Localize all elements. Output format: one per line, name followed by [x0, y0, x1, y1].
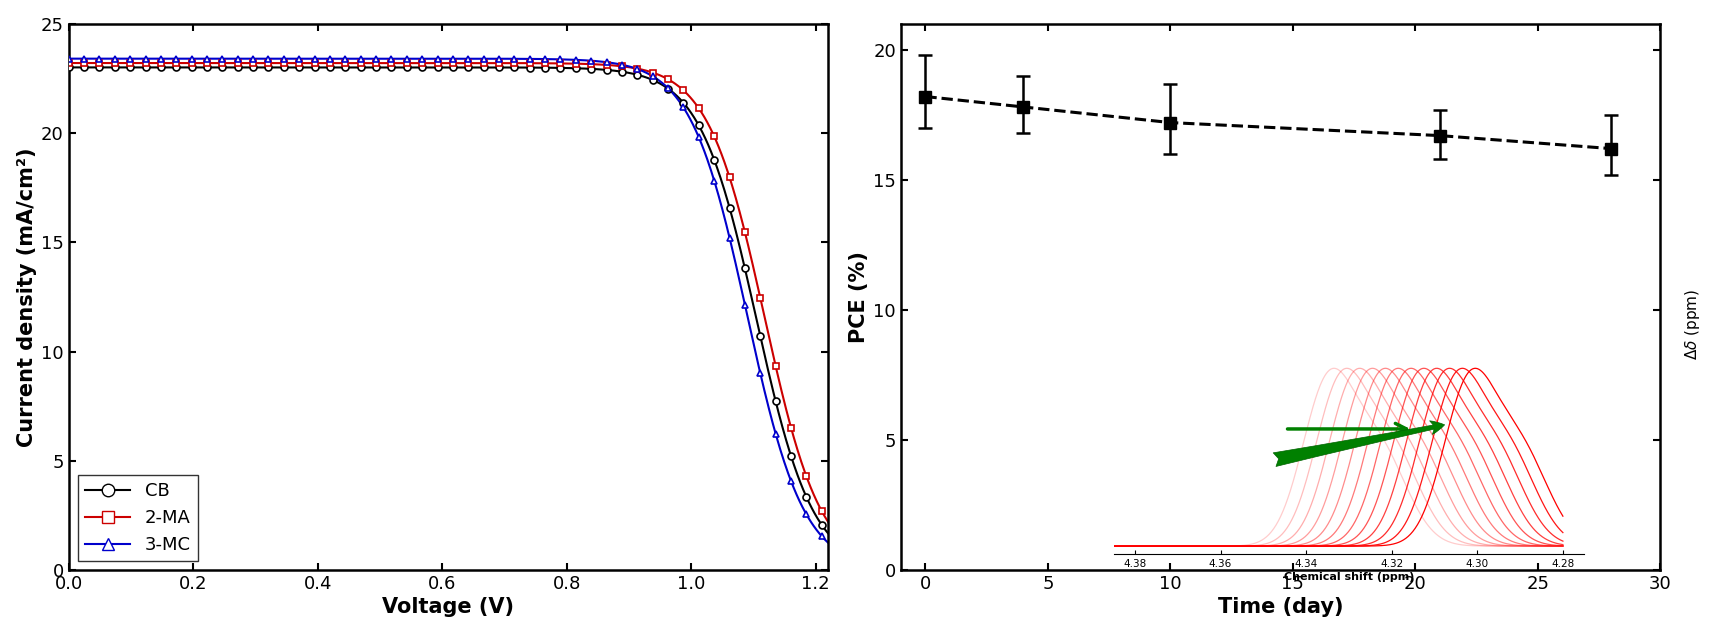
Legend: CB, 2-MA, 3-MC: CB, 2-MA, 3-MC — [77, 475, 197, 561]
Y-axis label: Current density (mA/cm²): Current density (mA/cm²) — [17, 147, 36, 447]
X-axis label: Voltage (V): Voltage (V) — [382, 597, 514, 618]
Text: $\Delta\delta$ (ppm): $\Delta\delta$ (ppm) — [1683, 288, 1702, 360]
X-axis label: Time (day): Time (day) — [1219, 597, 1344, 618]
Y-axis label: PCE (%): PCE (%) — [848, 251, 869, 343]
